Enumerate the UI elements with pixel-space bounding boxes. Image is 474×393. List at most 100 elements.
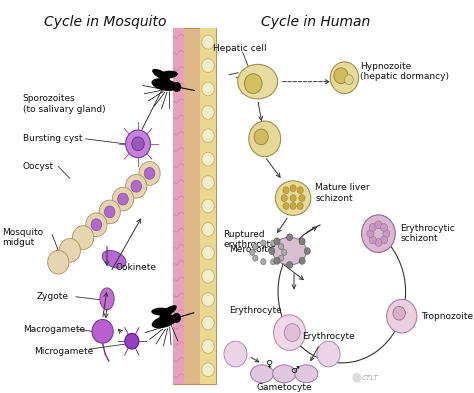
Text: ♀: ♀ — [264, 359, 272, 369]
Circle shape — [274, 257, 280, 264]
Circle shape — [202, 129, 214, 143]
Circle shape — [202, 152, 214, 166]
Text: Erythrocytic
schizont: Erythrocytic schizont — [401, 224, 456, 243]
Text: Oocyst: Oocyst — [23, 162, 54, 171]
Circle shape — [253, 244, 258, 250]
Circle shape — [299, 257, 305, 264]
Ellipse shape — [275, 181, 311, 215]
Circle shape — [202, 222, 214, 236]
Circle shape — [369, 223, 376, 231]
Ellipse shape — [152, 69, 170, 81]
Circle shape — [59, 239, 81, 262]
Circle shape — [362, 215, 395, 252]
Circle shape — [202, 246, 214, 260]
Circle shape — [118, 193, 128, 205]
Circle shape — [367, 230, 374, 238]
Circle shape — [202, 105, 214, 119]
Text: Cycle in Human: Cycle in Human — [261, 15, 370, 29]
Circle shape — [261, 240, 266, 246]
Circle shape — [369, 236, 376, 244]
Circle shape — [353, 373, 361, 383]
Circle shape — [297, 202, 303, 209]
Circle shape — [269, 248, 275, 255]
Text: Macrogamete: Macrogamete — [23, 325, 85, 334]
Circle shape — [254, 129, 268, 145]
Text: Mature liver
schizont: Mature liver schizont — [315, 184, 370, 203]
Circle shape — [202, 293, 214, 307]
Circle shape — [99, 200, 120, 224]
Ellipse shape — [100, 288, 114, 310]
Circle shape — [304, 248, 310, 255]
Circle shape — [132, 137, 144, 151]
Circle shape — [126, 174, 147, 198]
Circle shape — [250, 250, 255, 255]
Circle shape — [286, 261, 292, 268]
Circle shape — [202, 316, 214, 330]
Circle shape — [297, 187, 303, 194]
Text: Zygote: Zygote — [36, 292, 68, 301]
Circle shape — [261, 259, 266, 265]
Circle shape — [279, 244, 284, 250]
Text: Ruptured
erythrocyte: Ruptured erythrocyte — [223, 230, 276, 249]
Circle shape — [202, 269, 214, 283]
Ellipse shape — [273, 237, 306, 265]
Ellipse shape — [152, 78, 178, 91]
Circle shape — [334, 68, 348, 84]
Circle shape — [282, 250, 287, 255]
Circle shape — [290, 202, 296, 209]
Ellipse shape — [295, 365, 318, 383]
Circle shape — [299, 195, 305, 202]
Circle shape — [284, 324, 300, 342]
Circle shape — [91, 219, 102, 231]
Circle shape — [286, 234, 292, 241]
Circle shape — [202, 35, 214, 49]
Circle shape — [202, 199, 214, 213]
Text: Erythrocyte: Erythrocyte — [229, 307, 282, 316]
Circle shape — [375, 221, 382, 229]
Circle shape — [375, 239, 382, 246]
Circle shape — [381, 236, 388, 244]
Circle shape — [274, 238, 280, 245]
Circle shape — [299, 238, 305, 245]
Circle shape — [249, 121, 281, 157]
Circle shape — [172, 313, 181, 323]
Text: Merozoites: Merozoites — [229, 245, 278, 254]
Circle shape — [125, 333, 139, 349]
Ellipse shape — [251, 365, 273, 383]
Circle shape — [317, 341, 340, 367]
Text: Ookinete: Ookinete — [116, 263, 157, 272]
Ellipse shape — [158, 71, 178, 79]
Circle shape — [131, 180, 142, 192]
Circle shape — [283, 187, 289, 194]
Circle shape — [245, 74, 262, 94]
Text: ♂: ♂ — [291, 365, 299, 375]
Circle shape — [283, 202, 289, 209]
Circle shape — [345, 75, 353, 84]
Circle shape — [253, 255, 258, 261]
Circle shape — [290, 185, 296, 192]
Circle shape — [48, 250, 69, 274]
Circle shape — [330, 62, 359, 94]
Circle shape — [202, 176, 214, 189]
Bar — [200, 28, 216, 384]
Circle shape — [202, 340, 214, 353]
Circle shape — [126, 130, 150, 158]
Circle shape — [144, 167, 155, 179]
Ellipse shape — [102, 250, 126, 268]
Circle shape — [202, 363, 214, 377]
Text: Erythrocyte: Erythrocyte — [302, 332, 355, 341]
Text: Cycle in Mosquito: Cycle in Mosquito — [44, 15, 166, 29]
Text: Sporozoites
(to salivary gland): Sporozoites (to salivary gland) — [23, 94, 106, 114]
Circle shape — [281, 195, 287, 202]
Circle shape — [86, 213, 107, 237]
Circle shape — [383, 230, 390, 238]
Ellipse shape — [160, 305, 177, 318]
Text: Tropnozoite: Tropnozoite — [421, 312, 474, 321]
Circle shape — [139, 162, 160, 185]
Bar — [173, 28, 184, 384]
Circle shape — [224, 341, 247, 367]
Text: Gametocyte: Gametocyte — [256, 383, 312, 392]
Text: Mosquito
midgut: Mosquito midgut — [2, 228, 44, 247]
Circle shape — [202, 59, 214, 72]
Circle shape — [279, 255, 284, 261]
